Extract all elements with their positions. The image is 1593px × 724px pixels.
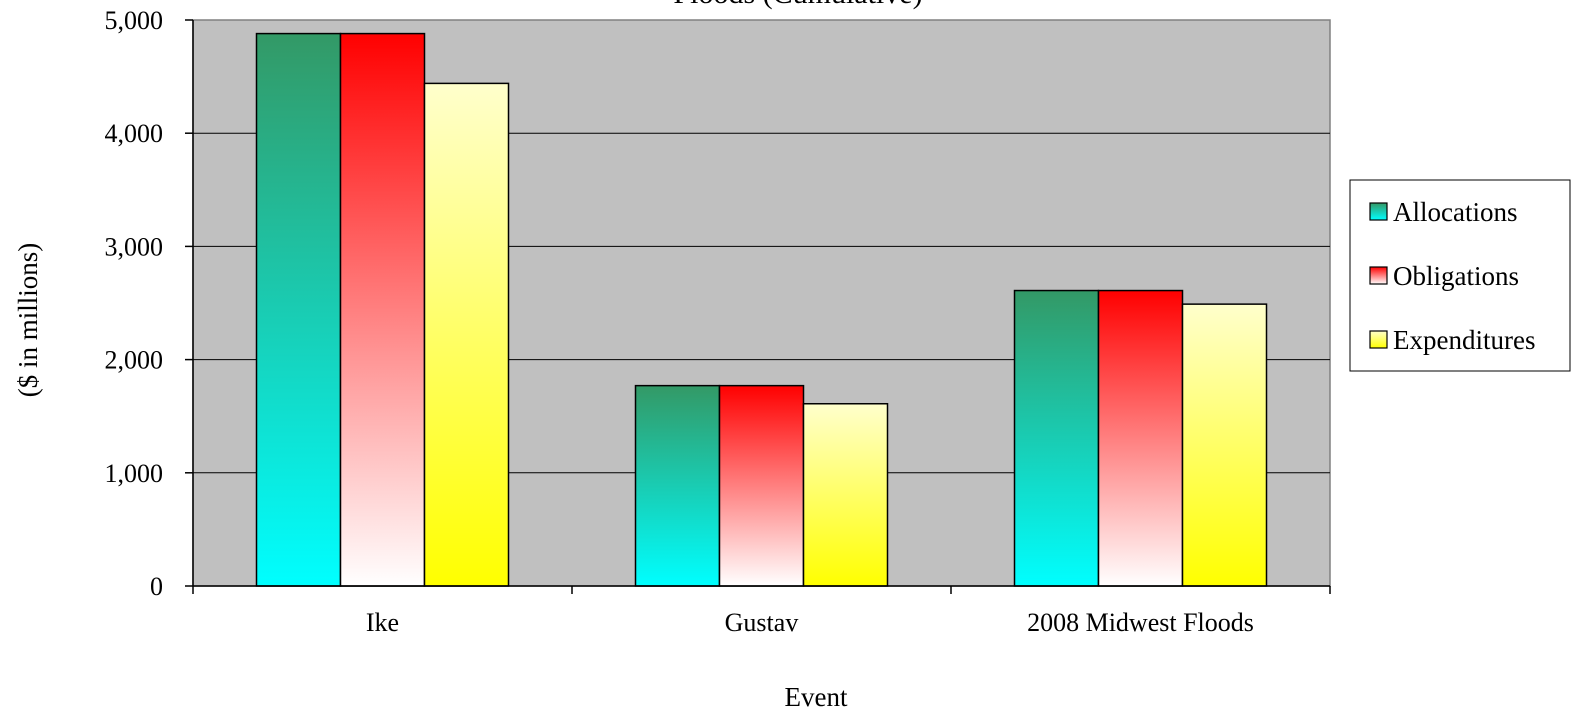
y-tick-label: 3,000 xyxy=(105,232,164,261)
tick-labels: 0 1,000 2,000 3,000 4,000 5,000 Ike Gustav 2008 … xyxy=(105,6,1254,637)
y-tick-label: 1,000 xyxy=(105,459,164,488)
bar-obligations-1 xyxy=(718,384,805,587)
legend-label: Obligations xyxy=(1393,261,1519,291)
legend-swatch xyxy=(1369,330,1388,349)
axes xyxy=(185,19,1331,594)
y-tick-label: 0 xyxy=(150,572,163,601)
y-tick-label: 4,000 xyxy=(105,119,164,148)
x-tick-label: Ike xyxy=(366,608,399,637)
y-axis-title: ($ in millions) xyxy=(13,243,43,398)
bar-expenditures-2 xyxy=(1181,303,1268,587)
bar-obligations-2 xyxy=(1097,289,1184,587)
bar-allocations-2 xyxy=(1013,289,1100,587)
x-tick-label: 2008 Midwest Floods xyxy=(1027,608,1254,637)
legend-label: Allocations xyxy=(1393,197,1517,227)
bar-allocations-1 xyxy=(634,384,721,587)
x-tick-label: Gustav xyxy=(725,608,799,637)
bar-expenditures-1 xyxy=(802,402,889,587)
bars xyxy=(255,32,1268,587)
legend-swatch xyxy=(1369,202,1388,221)
bar-obligations-0 xyxy=(339,32,426,587)
chart-title: Floods (Cumulative) xyxy=(673,0,922,10)
x-axis-title: Event xyxy=(785,682,848,712)
legend-swatch xyxy=(1369,266,1388,285)
bar-expenditures-0 xyxy=(423,82,510,587)
y-tick-label: 2,000 xyxy=(105,346,164,375)
legend-label: Expenditures xyxy=(1393,325,1535,355)
legend: Allocations Obligations Expenditures xyxy=(1349,179,1571,372)
bar-allocations-0 xyxy=(255,32,342,587)
y-tick-label: 5,000 xyxy=(105,6,164,35)
